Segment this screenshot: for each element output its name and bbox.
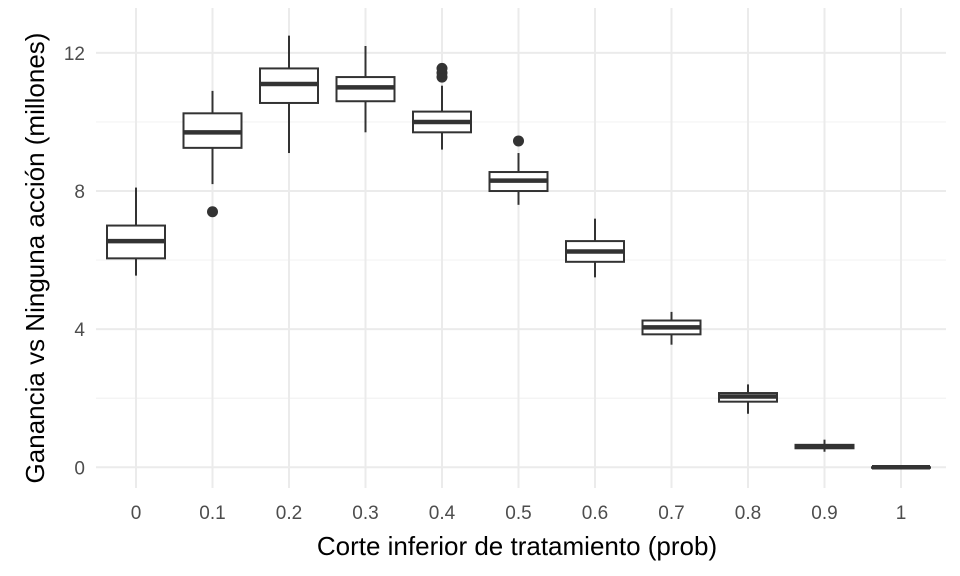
y-tick-label: 0 <box>74 458 85 479</box>
x-tick-label: 0.7 <box>658 503 684 524</box>
box-0.9 <box>794 439 855 452</box>
y-axis-title: Ganancia vs Ninguna acción (millones) <box>20 33 50 484</box>
x-tick-label: 0.5 <box>505 503 531 524</box>
box-0.3 <box>335 45 396 133</box>
x-tick-labels: 0 0.1 0.2 0.3 0.4 0.5 0.6 0.7 0.8 0.9 1 <box>131 503 907 524</box>
box-0.1 <box>182 90 243 218</box>
box-0.8 <box>718 384 778 414</box>
x-tick-label: 0.3 <box>352 503 378 524</box>
box-0.4 <box>412 62 472 150</box>
y-tick-label: 8 <box>74 182 85 203</box>
x-tick-label: 0 <box>131 503 142 524</box>
outlier-point <box>436 62 448 74</box>
box-0.2 <box>259 35 319 154</box>
box-1 <box>871 465 931 470</box>
x-tick-label: 0.2 <box>276 503 302 524</box>
y-tick-label: 4 <box>74 320 85 341</box>
grid-layer <box>96 8 946 488</box>
outlier-point <box>513 135 524 147</box>
x-axis-title: Corte inferior de tratamiento (prob) <box>317 531 717 561</box>
box-0.7 <box>641 311 702 345</box>
y-tick-labels: 0 4 8 12 <box>64 44 86 479</box>
x-tick-label: 0.4 <box>429 503 456 524</box>
x-tick-label: 0.1 <box>199 503 225 524</box>
x-tick-label: 1 <box>896 503 907 524</box>
x-tick-label: 0.8 <box>735 503 761 524</box>
box-0.5 <box>488 135 549 205</box>
box-0.6 <box>565 218 625 278</box>
box-0 <box>106 187 166 276</box>
y-tick-label: 12 <box>64 44 85 65</box>
box-layer <box>106 35 931 470</box>
x-tick-label: 0.6 <box>582 503 608 524</box>
x-tick-label: 0.9 <box>811 503 837 524</box>
outlier-point <box>207 206 218 218</box>
